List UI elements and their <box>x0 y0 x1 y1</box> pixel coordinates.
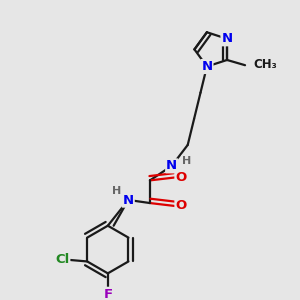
Text: CH₃: CH₃ <box>254 58 278 70</box>
Text: N: N <box>201 60 212 73</box>
Text: N: N <box>123 194 134 207</box>
Text: H: H <box>182 156 191 166</box>
Text: F: F <box>103 288 112 300</box>
Text: N: N <box>221 32 233 45</box>
Text: O: O <box>176 171 187 184</box>
Text: Cl: Cl <box>55 254 69 266</box>
Text: O: O <box>176 200 187 212</box>
Text: H: H <box>112 186 121 196</box>
Text: N: N <box>166 159 177 172</box>
